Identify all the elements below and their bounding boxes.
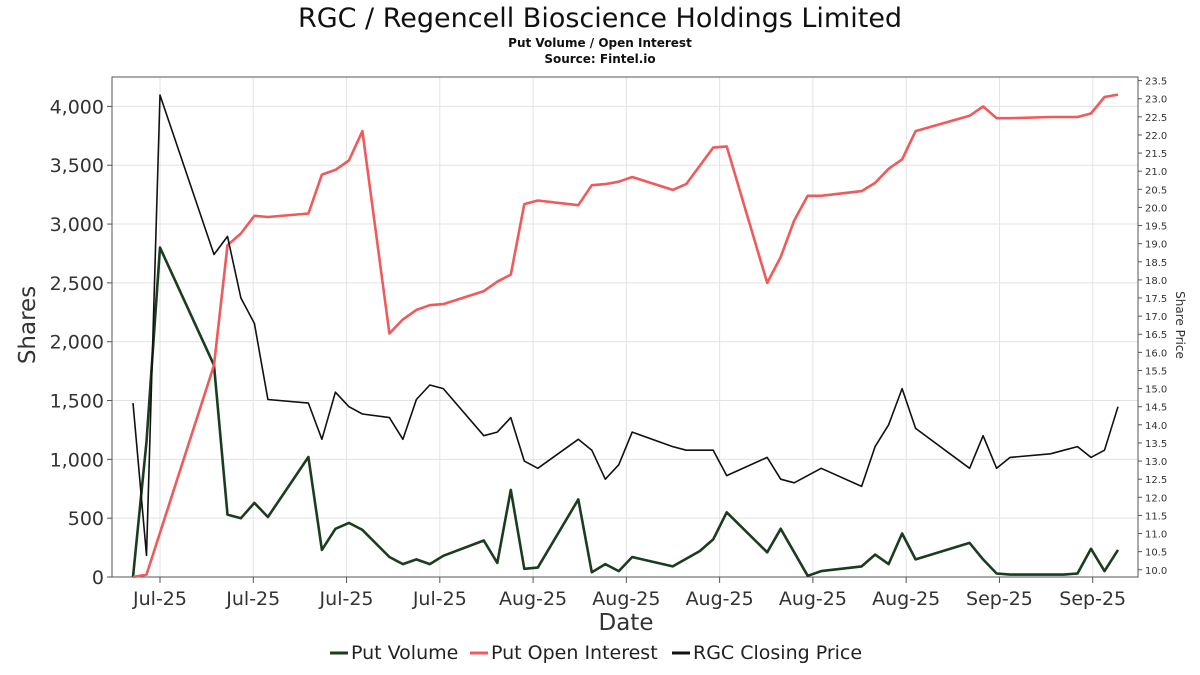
y-tick-label: 500	[68, 508, 104, 530]
plot-area-border	[111, 76, 1139, 578]
x-tick-label: Jul-25	[225, 588, 280, 610]
y-tick-label: 2,500	[50, 273, 104, 295]
y2-tick-label: 18.0	[1145, 276, 1167, 287]
x-tick-label: Jul-25	[412, 588, 467, 610]
y2-tick-label: 10.0	[1145, 566, 1167, 577]
y2-tick-label: 18.5	[1145, 258, 1167, 269]
x-tick-label: Aug-25	[686, 588, 754, 610]
chart-subtitle: Put Volume / Open Interest	[508, 36, 692, 50]
chart-title: RGC / Regencell Bioscience Holdings Limi…	[298, 3, 902, 34]
series-line-rgc-closing-price	[132, 94, 1119, 557]
y-tick-label: 1,500	[50, 391, 104, 413]
y-tick-label: 3,500	[50, 155, 104, 177]
legend: Put Volume Put Open Interest RGC Closing P…	[330, 642, 862, 664]
y2-tick-label: 17.0	[1145, 312, 1167, 323]
y-tick-label: 4,000	[50, 96, 104, 118]
chart-source: Source: Fintel.io	[544, 52, 655, 66]
series-line-put-volume	[131, 246, 1120, 578]
y2-tick-label: 13.0	[1145, 457, 1167, 468]
legend-label: RGC Closing Price	[693, 642, 862, 664]
y-axis-label: Shares	[15, 286, 41, 364]
series-layer	[131, 93, 1120, 579]
y2-tick-label: 12.0	[1145, 493, 1167, 504]
y2-tick-label: 23.5	[1145, 77, 1167, 88]
y2-tick-label: 20.0	[1145, 203, 1167, 214]
y2-tick-label: 14.5	[1145, 403, 1167, 414]
y2-tick-label: 13.5	[1145, 439, 1167, 450]
legend-label: Put Volume	[351, 642, 458, 664]
x-tick-label: Aug-25	[872, 588, 940, 610]
y-tick-label: 1,000	[50, 449, 104, 471]
x-tick-label: Jul-25	[319, 588, 374, 610]
x-tick-label: Aug-25	[592, 588, 660, 610]
y2-tick-label: 19.5	[1145, 222, 1167, 233]
y2-tick-label: 15.5	[1145, 366, 1167, 377]
y-axis-right: 10.0 10.5 11.0 11.5 12.0 12.5 13.0 13.5 14.0 14.5…	[1138, 77, 1167, 577]
y2-tick-label: 19.0	[1145, 240, 1167, 251]
y-axis-left: 0 500 1,000 1,500 2,000 2,500 3,000 3,500 4,000	[50, 96, 112, 589]
y2-tick-label: 11.0	[1145, 530, 1167, 541]
y2-tick-label: 10.5	[1145, 548, 1167, 559]
y2-tick-label: 20.5	[1145, 185, 1167, 196]
x-tick-label: Aug-25	[499, 588, 567, 610]
y2-tick-label: 12.5	[1145, 475, 1167, 486]
y2-tick-label: 23.0	[1145, 95, 1167, 106]
y2-tick-label: 16.5	[1145, 330, 1167, 341]
legend-label: Put Open Interest	[491, 642, 658, 664]
x-axis: Jul-25 Jul-25 Jul-25 Jul-25 Aug-25 Aug-25 Aug-…	[132, 577, 1126, 610]
y2-tick-label: 21.5	[1145, 149, 1167, 160]
y2-tick-label: 11.5	[1145, 511, 1167, 522]
series-line-put-open-interest	[132, 93, 1119, 579]
y2-tick-label: 22.5	[1145, 113, 1167, 124]
y2-tick-label: 17.5	[1145, 294, 1167, 305]
y-tick-label: 3,000	[50, 214, 104, 236]
grid-layer	[112, 77, 1138, 578]
x-axis-label: Date	[599, 610, 654, 636]
x-tick-label: Sep-25	[1059, 588, 1126, 610]
y-tick-label: 0	[92, 567, 104, 589]
y2-tick-label: 15.0	[1145, 385, 1167, 396]
y2-tick-label: 22.0	[1145, 131, 1167, 142]
y2-tick-label: 21.0	[1145, 167, 1167, 178]
x-tick-label: Sep-25	[966, 588, 1033, 610]
x-tick-label: Jul-25	[132, 588, 187, 610]
y2-tick-label: 14.0	[1145, 421, 1167, 432]
y2-tick-label: 16.0	[1145, 348, 1167, 359]
y-tick-label: 2,000	[50, 332, 104, 354]
y2-axis-label: Share Price	[1173, 291, 1187, 359]
x-tick-label: Aug-25	[779, 588, 847, 610]
